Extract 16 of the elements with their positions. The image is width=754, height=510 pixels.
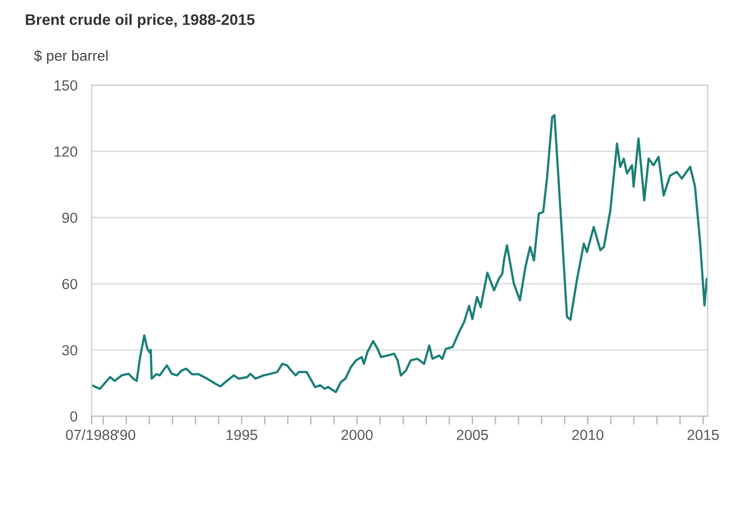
y-tick-label: 150: [54, 80, 78, 91]
x-tick-label: 2005: [456, 430, 488, 440]
y-tick-label: 90: [62, 212, 78, 223]
y-axis-title: $ per barrel: [34, 50, 108, 64]
x-tick-label: 2010: [572, 430, 604, 440]
y-tick-label: 30: [62, 345, 78, 356]
line-series: [92, 114, 708, 394]
x-tick-label: 1995: [226, 430, 258, 440]
x-tick-label: 2000: [342, 430, 373, 440]
y-tick-label: 120: [54, 146, 78, 157]
x-tick-label: '90: [118, 430, 136, 440]
chart-title: Brent crude oil price, 1988-2015: [26, 14, 255, 28]
x-tick-label: 2015: [688, 430, 719, 440]
y-tick-label: 60: [62, 278, 78, 290]
y-tick-label: 0: [70, 411, 78, 422]
x-tick-label: 07/1988: [66, 429, 118, 440]
